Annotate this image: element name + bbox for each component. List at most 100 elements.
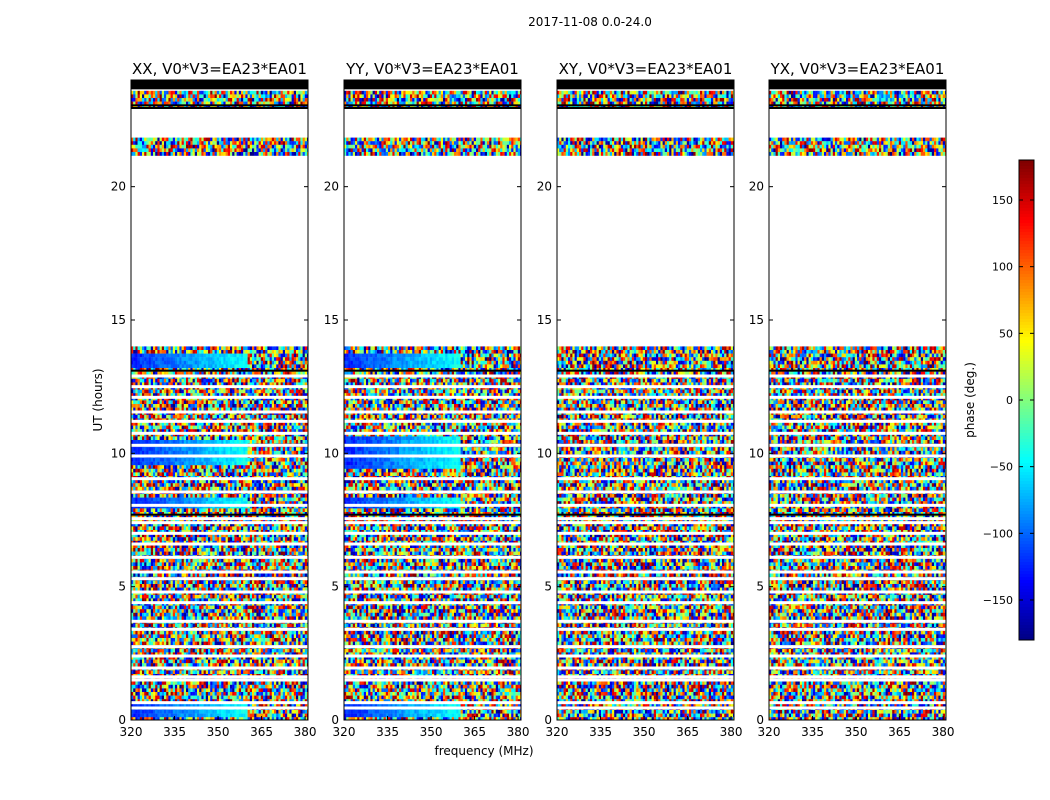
colorbar-cell (1019, 202, 1034, 206)
colorbar-cell (1019, 352, 1034, 356)
colorbar-tick-label: −150 (983, 594, 1013, 607)
colorbar-cell (1019, 238, 1034, 242)
colorbar-cell (1019, 577, 1034, 581)
x-tick-label: 350 (845, 725, 868, 739)
colorbar-cell (1019, 259, 1034, 263)
colorbar-cell (1019, 385, 1034, 389)
top-band (131, 80, 308, 90)
colorbar-cell (1019, 364, 1034, 368)
colorbar-cell (1019, 310, 1034, 314)
colorbar-cell (1019, 226, 1034, 230)
colorbar-cell (1019, 529, 1034, 533)
y-tick-label: 15 (111, 313, 126, 327)
colorbar-cell (1019, 628, 1034, 632)
colorbar-cell (1019, 325, 1034, 329)
colorbar-cell (1019, 481, 1034, 485)
colorbar-cell (1019, 607, 1034, 611)
colorbar-cell (1019, 412, 1034, 416)
y-tick-label: 10 (749, 446, 764, 460)
colorbar-cell (1019, 613, 1034, 617)
colorbar-cell (1019, 538, 1034, 542)
colorbar-cell (1019, 223, 1034, 227)
colorbar-cell (1019, 631, 1034, 635)
colorbar-cell (1019, 532, 1034, 536)
colorbar-cell (1019, 517, 1034, 521)
y-tick-label: 20 (111, 180, 126, 194)
y-tick-label: 0 (118, 713, 126, 727)
colorbar-cell (1019, 190, 1034, 194)
colorbar-cell (1019, 484, 1034, 488)
colorbar-cell (1019, 574, 1034, 578)
colorbar-cell (1019, 217, 1034, 221)
y-axis-label: UT (hours) (91, 368, 105, 431)
colorbar-cell (1019, 475, 1034, 479)
colorbar-cell (1019, 634, 1034, 638)
colorbar-cell (1019, 172, 1034, 176)
colorbar-cell (1019, 592, 1034, 596)
x-tick-label: 320 (546, 725, 569, 739)
y-tick-label: 15 (537, 313, 552, 327)
colorbar-cell (1019, 499, 1034, 503)
x-tick-label: 380 (294, 725, 317, 739)
colorbar-cell (1019, 622, 1034, 626)
colorbar-cell (1019, 232, 1034, 236)
colorbar-cell (1019, 454, 1034, 458)
colorbar-tick-label: 150 (992, 194, 1013, 207)
panel-3: XY, V0*V3=EA23*EA01 320 335 350 365 380 0 5 10 15… (537, 60, 743, 739)
colorbar-cell (1019, 205, 1034, 209)
x-tick-label: 380 (507, 725, 530, 739)
colorbar-cell (1019, 421, 1034, 425)
colorbar-cell (1019, 442, 1034, 446)
heatmap-cells (557, 80, 734, 720)
colorbar-cell (1019, 292, 1034, 296)
colorbar-cell (1019, 616, 1034, 620)
colorbar-cell (1019, 367, 1034, 371)
colorbar-cell (1019, 313, 1034, 317)
colorbar-cell (1019, 472, 1034, 476)
x-tick-label: 350 (633, 725, 656, 739)
y-tick-label: 20 (537, 180, 552, 194)
colorbar-cell (1019, 349, 1034, 353)
colorbar-cell (1019, 550, 1034, 554)
colorbar-cell (1019, 199, 1034, 203)
axes-frame (556, 79, 735, 721)
colorbar-cell (1019, 508, 1034, 512)
colorbar-tick-label: 100 (992, 261, 1013, 274)
colorbar-cell (1019, 337, 1034, 341)
colorbar-tick-label: 0 (1006, 394, 1013, 407)
colorbar-cell (1019, 466, 1034, 470)
colorbar-cell (1019, 358, 1034, 362)
colorbar-cell (1019, 370, 1034, 374)
colorbar-cell (1019, 439, 1034, 443)
colorbar-cell (1019, 556, 1034, 560)
colorbar-cell (1019, 637, 1034, 641)
heatmap-cells (131, 80, 308, 720)
colorbar-cell (1019, 253, 1034, 257)
y-tick-label: 20 (749, 180, 764, 194)
colorbar-cell (1019, 373, 1034, 377)
y-tick-label: 10 (111, 446, 126, 460)
x-tick-label: 350 (207, 725, 230, 739)
colorbar-cell (1019, 307, 1034, 311)
colorbar-label: phase (deg.) (963, 362, 977, 438)
colorbar-cell (1019, 343, 1034, 347)
heatmap-cells (769, 80, 946, 720)
colorbar-tick-label: 50 (999, 327, 1013, 340)
x-tick-label: 320 (333, 725, 356, 739)
colorbar-cell (1019, 586, 1034, 590)
panel-2: YY, V0*V3=EA23*EA01 320 335 350 365 380 0 5 10 15… (324, 60, 530, 739)
colorbar-cell (1019, 229, 1034, 233)
colorbar-cell (1019, 487, 1034, 491)
colorbar-cell (1019, 193, 1034, 197)
axes-frame (130, 79, 309, 721)
colorbar-cell (1019, 295, 1034, 299)
colorbar-cell (1019, 211, 1034, 215)
x-tick-label: 335 (163, 725, 186, 739)
colorbar-cell (1019, 511, 1034, 515)
colorbar-cell (1019, 220, 1034, 224)
colorbar-cell (1019, 247, 1034, 251)
colorbar-cell (1019, 388, 1034, 392)
colorbar-cell (1019, 601, 1034, 605)
colorbar-cell (1019, 562, 1034, 566)
y-tick-label: 0 (756, 713, 764, 727)
